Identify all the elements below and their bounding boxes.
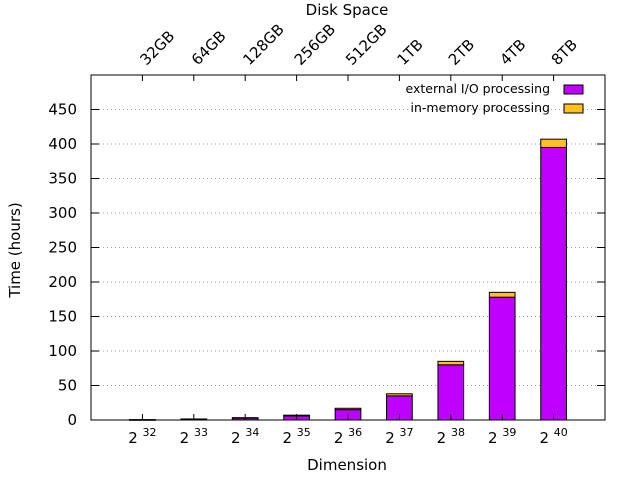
y-tick-label: 0 [67, 411, 77, 429]
bar-segment-external-io [488, 296, 516, 421]
y-tick-label: 350 [48, 170, 77, 188]
x-tick-label: 2 36 [334, 426, 362, 447]
y-tick-label: 400 [48, 135, 77, 153]
y-axis-title: Time (hours) [6, 202, 24, 298]
y-tick-label: 250 [48, 239, 77, 257]
legend-swatch [563, 103, 584, 114]
top-tick-label: 4TB [496, 36, 529, 69]
x-tick-label: 2 33 [180, 426, 208, 447]
bar-segment-in-memory [386, 393, 413, 397]
grid-lines [91, 109, 605, 386]
x-tick-label: 2 32 [128, 426, 156, 447]
bar-segment-external-io [437, 364, 465, 421]
x-tick-label: 2 35 [282, 426, 310, 447]
x-tick-label: 2 39 [488, 426, 516, 447]
y-axis-ticks: 0 50 100 150 200 250 300 350 400 450 [48, 101, 605, 429]
bar-segment-in-memory [437, 360, 465, 366]
top-tick-label: 2TB [445, 36, 478, 69]
top-tick-label: 128GB [239, 20, 287, 68]
top-tick-label: 32GB [137, 27, 179, 69]
y-tick-label: 200 [48, 273, 77, 291]
bar-segment-in-memory [540, 138, 567, 148]
top-axis-ticks: 32GB 64GB 128GB 256GB 512GB 1TB 2TB 4TB 8TB [137, 20, 581, 81]
y-tick-label: 300 [48, 204, 77, 222]
x-axis-ticks: 2 32 2 33 2 34 2 35 2 36 2 37 2 38 2 39 2 40 [128, 414, 568, 447]
x-tick-label: 2 34 [231, 426, 259, 447]
x-tick-label: 2 37 [385, 426, 413, 447]
top-axis-title: Disk Space [306, 1, 389, 19]
bar-segment-in-memory [334, 407, 362, 411]
x-tick-label: 2 38 [437, 426, 465, 447]
top-tick-label: 256GB [291, 20, 339, 68]
x-tick-label: 2 40 [539, 426, 567, 447]
bars [129, 138, 567, 421]
y-tick-label: 100 [48, 342, 77, 360]
bar-segment-external-io [540, 146, 567, 421]
top-tick-label: 1TB [394, 36, 427, 69]
x-axis-title: Dimension [307, 456, 387, 474]
top-tick-label: 8TB [548, 36, 581, 69]
legend-label: external I/O processing [406, 81, 550, 96]
legend-label: in-memory processing [411, 100, 550, 115]
y-tick-label: 50 [58, 377, 77, 395]
legend-swatch [563, 84, 584, 95]
y-tick-label: 150 [48, 308, 77, 326]
bar-segment-in-memory [488, 291, 516, 298]
y-tick-label: 450 [48, 101, 77, 119]
top-tick-label: 64GB [188, 27, 230, 69]
legend: external I/O processing in-memory process… [406, 81, 584, 115]
top-tick-label: 512GB [342, 20, 390, 68]
